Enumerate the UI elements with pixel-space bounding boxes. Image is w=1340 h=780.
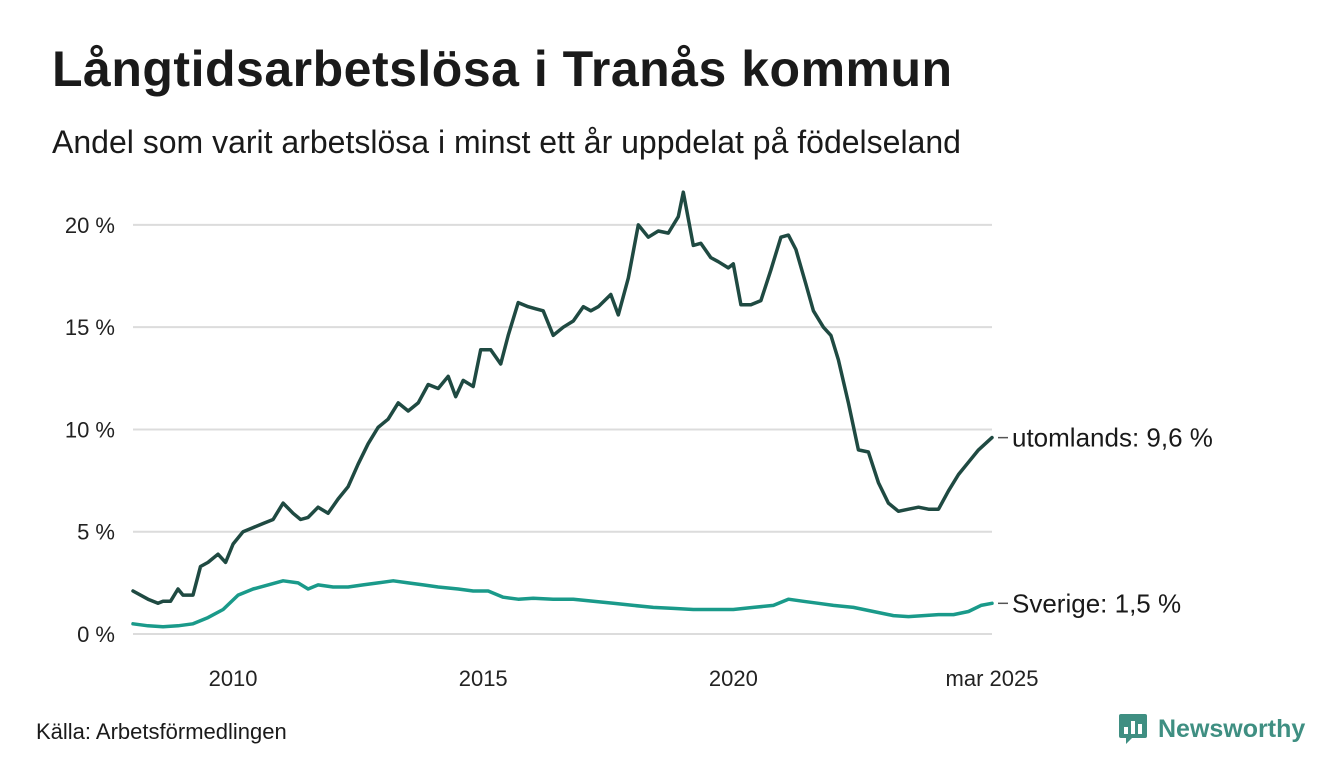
y-tick-label: 15 % (65, 315, 115, 340)
y-tick-label: 20 % (65, 213, 115, 238)
y-axis-ticks: 0 % 5 % 10 % 15 % 20 % (65, 213, 115, 647)
y-tick-label: 10 % (65, 417, 115, 442)
series-line-sverige (131, 579, 994, 629)
x-tick-label: 2015 (459, 666, 508, 691)
x-tick-label: 2020 (709, 666, 758, 691)
x-tick-label: 2010 (209, 666, 258, 691)
x-axis-ticks: 2010 2015 2020 mar 2025 (209, 666, 1039, 691)
chart-title: Långtidsarbetslösa i Tranås kommun (52, 41, 953, 97)
bar-chart-logo-icon (1119, 714, 1147, 744)
brand-logo[interactable]: Newsworthy (1118, 712, 1305, 746)
x-tick-label: mar 2025 (946, 666, 1039, 691)
gridlines (133, 223, 992, 635)
series-line-utomlands (131, 190, 994, 606)
series-lines (131, 190, 994, 629)
series-end-labels: utomlands: 9,6 % Sverige: 1,5 % (998, 423, 1213, 618)
y-tick-label: 0 % (77, 622, 115, 647)
chart-subtitle: Andel som varit arbetslösa i minst ett å… (52, 124, 961, 160)
end-label-utomlands: utomlands: 9,6 % (1012, 423, 1213, 453)
source-note: Källa: Arbetsförmedlingen (36, 719, 287, 744)
y-tick-label: 5 % (77, 520, 115, 545)
end-label-sverige: Sverige: 1,5 % (1012, 588, 1181, 618)
brand-name: Newsworthy (1158, 714, 1306, 743)
